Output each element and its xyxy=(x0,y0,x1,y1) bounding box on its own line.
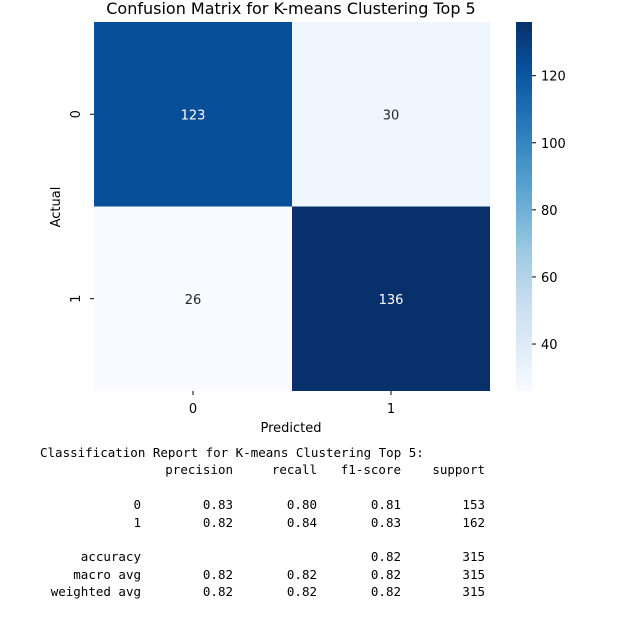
classification-report: Classification Report for K-means Cluste… xyxy=(0,444,620,614)
colorbar-tick-label: 60 xyxy=(541,271,558,286)
colorbar-tick-label: 100 xyxy=(541,137,566,152)
report-precision: 0.82 xyxy=(202,566,233,582)
report-f1: 0.82 xyxy=(370,584,401,600)
chart-title: Confusion Matrix for K-means Clustering … xyxy=(106,0,475,18)
report-row: macro avg 0.82 0.82 0.82 315 xyxy=(0,566,620,583)
report-row: weighted avg 0.82 0.82 0.82 315 xyxy=(0,583,620,600)
report-header-cell: support xyxy=(432,462,485,478)
report-f1: 0.81 xyxy=(370,497,401,513)
report-f1: 0.83 xyxy=(370,514,401,530)
report-header-cell: f1-score xyxy=(340,462,401,478)
report-support: 153 xyxy=(462,497,485,513)
report-support: 162 xyxy=(462,514,485,530)
report-precision: 0.82 xyxy=(202,584,233,600)
report-row-label: macro avg xyxy=(73,566,141,582)
heatmap-cell xyxy=(292,22,490,207)
report-recall: 0.80 xyxy=(286,497,317,513)
y-tick-label: 0 xyxy=(69,110,84,118)
report-title-text: Classification Report for K-means Cluste… xyxy=(40,445,424,460)
report-row: 1 0.82 0.84 0.83 162 xyxy=(0,514,620,531)
confusion-matrix-chart: Confusion Matrix for K-means Clustering … xyxy=(49,0,566,436)
heatmap-cell xyxy=(94,206,292,391)
report-row: 0 0.83 0.80 0.81 153 xyxy=(0,496,620,513)
y-tick-label: 1 xyxy=(69,295,84,303)
report-precision: 0.82 xyxy=(202,514,233,530)
x-tick-label: 0 xyxy=(189,402,197,417)
report-header-cell: precision xyxy=(165,462,233,478)
x-axis-label: Predicted xyxy=(260,421,321,436)
x-tick-label: 1 xyxy=(387,402,395,417)
report-f1: 0.82 xyxy=(370,549,401,565)
report-row-label: accuracy xyxy=(80,549,141,565)
report-recall: 0.82 xyxy=(286,566,317,582)
report-support: 315 xyxy=(462,566,485,582)
report-recall: 0.84 xyxy=(286,514,317,530)
report-row: accuracy 0.82 315 xyxy=(0,548,620,565)
report-row-label: 1 xyxy=(133,514,141,530)
report-precision: 0.83 xyxy=(202,497,233,513)
colorbar-tick-label: 40 xyxy=(541,338,558,353)
heatmap-cell xyxy=(94,22,292,207)
colorbar-tick-label: 120 xyxy=(541,70,566,85)
y-axis-label: Actual xyxy=(49,187,64,228)
cell-annotation: 123 xyxy=(181,108,206,123)
report-recall: 0.82 xyxy=(286,584,317,600)
report-row-label: weighted avg xyxy=(50,584,141,600)
report-title: Classification Report for K-means Cluste… xyxy=(0,444,620,461)
report-support: 315 xyxy=(462,549,485,565)
report-row-label: 0 xyxy=(133,497,141,513)
report-f1: 0.82 xyxy=(370,566,401,582)
report-support: 315 xyxy=(462,584,485,600)
report-header-cell: recall xyxy=(271,462,317,478)
heatmap-cell xyxy=(292,206,490,391)
cell-annotation: 26 xyxy=(185,293,202,308)
cell-annotation: 30 xyxy=(383,108,400,123)
colorbar xyxy=(516,22,532,391)
report-header: precision recall f1-score support xyxy=(0,461,620,478)
cell-annotation: 136 xyxy=(379,293,404,308)
colorbar-tick-label: 80 xyxy=(541,204,558,219)
